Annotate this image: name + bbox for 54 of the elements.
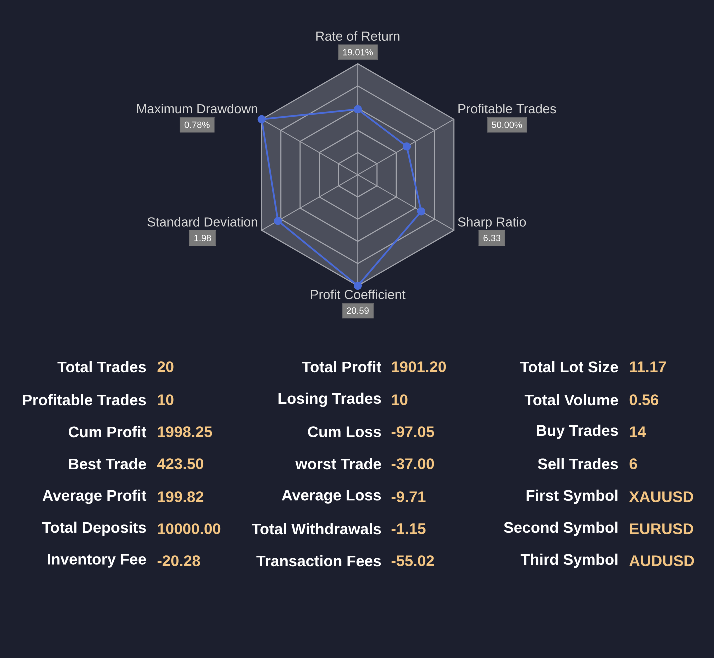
text: worst Trade (296, 458, 382, 470)
text: -37.00 (392, 458, 434, 470)
text: First Symbol (526, 490, 618, 504)
text: 14 (630, 426, 646, 438)
text: 6 (630, 458, 638, 470)
spoke-label: Profit Coefficient (311, 290, 406, 300)
text: Total Deposits (42, 522, 146, 536)
text: Buy Trades (537, 424, 618, 440)
spoke-label: Sharp Ratio (458, 217, 526, 230)
text: -1.15 (392, 524, 426, 534)
text: Inventory Fee (48, 554, 146, 568)
text: Total Volume (524, 394, 618, 406)
text: Sell Trades (538, 458, 618, 470)
spoke-label: Standard Deviation (148, 217, 258, 227)
spoke-label: Rate of Return (316, 31, 400, 42)
text: 10 (158, 394, 174, 406)
text: Second Symbol (504, 522, 618, 536)
text: Third Symbol (520, 554, 618, 568)
text: 423.50 (158, 458, 204, 470)
text: Total Trades (58, 361, 146, 373)
text: 20.59 (347, 308, 369, 314)
text: Best Trade (69, 458, 146, 470)
text: 1.98 (194, 235, 212, 242)
text: Total Profit (302, 361, 382, 373)
text: -97.05 (392, 426, 434, 438)
text: Losing Trades (278, 392, 382, 408)
text: 199.82 (158, 492, 204, 502)
text: 10 (392, 394, 408, 406)
text: 11.17 (630, 362, 666, 372)
text: Profitable Trades (23, 394, 146, 406)
text: AUDUSD (630, 556, 694, 566)
text: 20 (158, 362, 174, 372)
text: -20.28 (158, 556, 200, 566)
text: Cum Profit (68, 426, 147, 438)
text: 50.00% (492, 122, 522, 128)
text: 6.33 (484, 235, 501, 242)
text: Total Withdrawals (252, 523, 382, 535)
text: EURUSD (630, 524, 694, 534)
text: Total Lot Size (520, 361, 618, 373)
text: Cum Loss (308, 426, 382, 438)
text: -9.71 (392, 492, 426, 502)
text: 19.01% (343, 49, 374, 56)
spoke-label: Profitable Trades (458, 104, 556, 114)
text: 1998.25 (158, 426, 212, 438)
text: Average Loss (282, 490, 382, 504)
text: XAUUSD (629, 492, 694, 502)
text: -55.02 (392, 556, 434, 566)
text: 10000.00 (158, 524, 221, 534)
text: 0.56 (630, 394, 659, 406)
spoke-label: Maximum Drawdown (137, 104, 258, 114)
text: 0.78% (184, 122, 210, 128)
text: Transaction Fees (256, 555, 382, 567)
text: Average Profit (42, 490, 147, 504)
text: 1901.20 (392, 362, 446, 372)
